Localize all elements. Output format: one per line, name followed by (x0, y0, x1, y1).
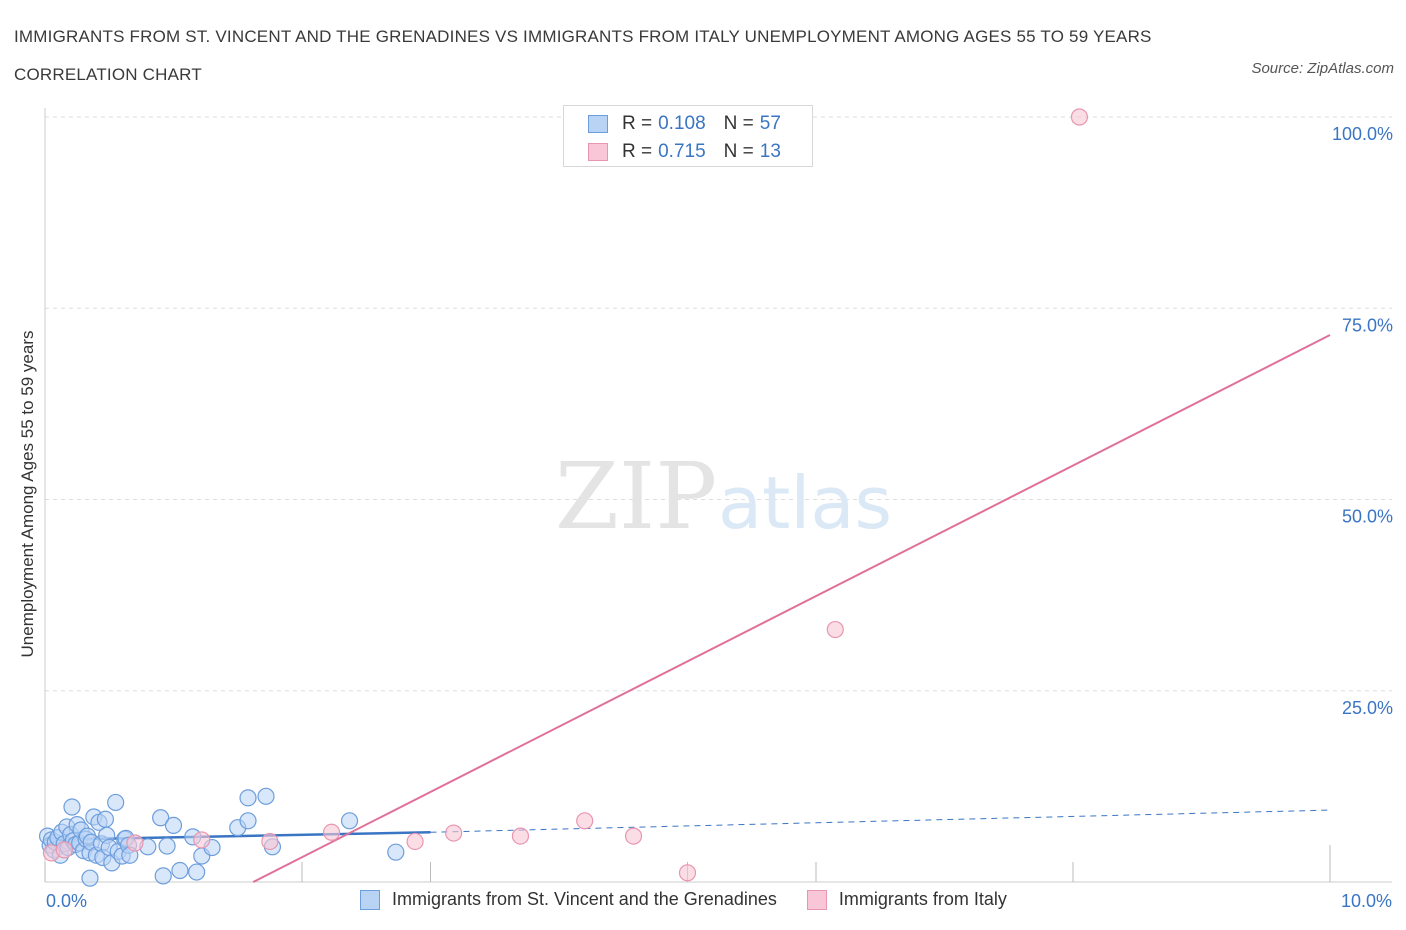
data-point-italy (55, 841, 73, 859)
trend-line-stvincent-extension (430, 809, 1331, 833)
data-point-stvincent (96, 810, 114, 828)
legend-r-label: R = (622, 141, 653, 162)
data-point-stvincent (164, 816, 183, 834)
legend-row-italy: R = 0.715 N = 13 (588, 140, 781, 164)
series-legend: Immigrants from St. Vincent and the Gren… (360, 889, 1037, 910)
data-point-italy (126, 834, 144, 852)
grid-lines (45, 116, 1392, 692)
series-stvincent-points (38, 787, 405, 887)
x-tick-label: 10.0% (1341, 891, 1392, 911)
legend-r-label: R = (622, 113, 653, 134)
data-point-stvincent (158, 837, 176, 855)
data-point-stvincent (154, 867, 172, 885)
data-point-stvincent (239, 812, 257, 830)
x-tick-label: 0.0% (46, 891, 87, 911)
y-tick-label: 25.0% (1342, 698, 1393, 718)
data-point-italy (576, 812, 594, 830)
data-point-stvincent (239, 789, 257, 807)
legend-swatch-blue (588, 115, 608, 133)
tick-labels: 0.0% 10.0% 25.0% 50.0% 75.0% 100.0% (46, 124, 1393, 911)
y-axis-label: Unemployment Among Ages 55 to 59 years (18, 330, 37, 658)
legend-n-label: N = (723, 141, 754, 162)
data-point-italy (511, 827, 530, 845)
legend-row-stvincent: R = 0.108 N = 57 (588, 112, 781, 136)
trend-lines (44, 334, 1331, 883)
legend-swatch-pink (806, 889, 827, 910)
data-point-italy (445, 824, 463, 842)
data-point-stvincent (387, 843, 405, 861)
data-point-italy (261, 832, 279, 851)
data-point-stvincent (81, 869, 99, 887)
stats-legend: R = 0.108 N = 57 R = 0.715 N = 13 (563, 105, 813, 167)
data-point-italy (406, 832, 424, 851)
legend-n-value: 57 (759, 113, 781, 134)
legend-n-value: 13 (759, 141, 781, 162)
legend-label-italy: Immigrants from Italy (838, 889, 1007, 909)
data-point-stvincent (107, 793, 125, 812)
watermark-atlas: atlas (718, 461, 892, 545)
data-point-stvincent (188, 863, 206, 881)
watermark-zip: ZIP (555, 443, 717, 550)
y-tick-label: 50.0% (1342, 507, 1393, 527)
data-point-stvincent (257, 787, 275, 805)
y-tick-label: 100.0% (1332, 124, 1393, 144)
data-point-stvincent (340, 812, 359, 830)
legend-item-stvincent: Immigrants from St. Vincent and the Gren… (360, 889, 777, 910)
data-point-italy (1070, 108, 1089, 126)
data-point-italy (826, 620, 844, 639)
data-point-stvincent (171, 861, 189, 880)
legend-swatch-blue (360, 889, 380, 910)
legend-n-label: N = (723, 113, 754, 134)
chart-title: IMMIGRANTS FROM ST. VINCENT AND THE GREN… (14, 27, 1152, 84)
y-tick-label: 75.0% (1342, 315, 1393, 335)
data-point-italy (193, 831, 211, 849)
data-point-stvincent (63, 798, 81, 816)
legend-item-italy: Immigrants from Italy (806, 889, 1007, 910)
axes (44, 108, 1392, 883)
series-italy-points (42, 108, 1089, 882)
data-point-italy (322, 823, 341, 841)
data-point-stvincent (152, 809, 170, 827)
legend-swatch-pink (588, 143, 608, 161)
legend-r-value: 0.715 (658, 141, 706, 162)
source-label: Source: ZipAtlas.com (1251, 60, 1394, 77)
data-point-italy (678, 864, 697, 882)
legend-r-value: 0.108 (658, 113, 706, 134)
legend-label-stvincent: Immigrants from St. Vincent and the Gren… (392, 889, 777, 909)
trend-line-italy (252, 334, 1331, 883)
data-point-italy (624, 827, 643, 845)
